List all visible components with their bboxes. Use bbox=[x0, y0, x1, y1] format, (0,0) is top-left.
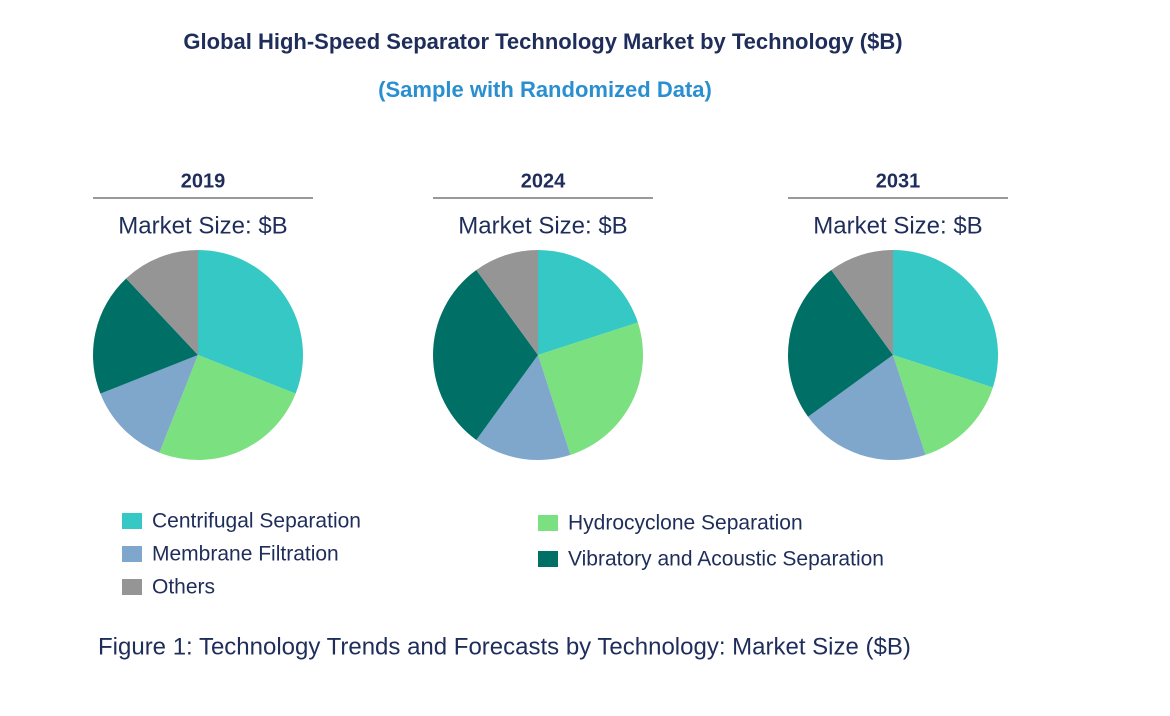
pie-slice bbox=[433, 270, 538, 440]
pie-slice bbox=[831, 250, 893, 355]
pie-slice bbox=[198, 250, 303, 394]
chart-subtitle: (Sample with Randomized Data) bbox=[378, 77, 712, 102]
pie-slice bbox=[893, 355, 993, 455]
legend-label: Vibratory and Acoustic Separation bbox=[568, 548, 884, 571]
legend-swatch bbox=[122, 513, 142, 529]
pie-subtitle: Market Size: $B bbox=[118, 212, 287, 239]
legend-label: Others bbox=[152, 576, 215, 599]
pie-slice bbox=[93, 278, 198, 394]
pie-slice bbox=[893, 250, 999, 388]
legend-swatch bbox=[122, 546, 142, 562]
legend-label: Hydrocyclone Separation bbox=[568, 512, 803, 535]
pie-slice bbox=[538, 322, 643, 455]
pie-slice bbox=[126, 250, 198, 355]
legend-label: Membrane Filtration bbox=[152, 543, 339, 566]
pie-slice bbox=[159, 355, 296, 460]
pie-subtitle: Market Size: $B bbox=[813, 212, 982, 239]
pie-slice bbox=[476, 355, 571, 460]
caption: Figure 1: Technology Trends and Forecast… bbox=[98, 633, 911, 660]
pie-slice bbox=[788, 270, 893, 417]
pie-slice bbox=[476, 250, 538, 355]
pie-subtitle: Market Size: $B bbox=[458, 212, 627, 239]
pie-title: 2019 bbox=[181, 170, 226, 192]
legend-swatch bbox=[538, 551, 558, 567]
chart-title: Global High-Speed Separator Technology M… bbox=[183, 29, 902, 54]
pie-slice bbox=[538, 250, 638, 355]
pie-title: 2024 bbox=[521, 170, 566, 192]
legend-swatch bbox=[538, 515, 558, 531]
legend-swatch bbox=[122, 579, 142, 595]
pie-slice bbox=[808, 355, 926, 460]
pie-slice bbox=[100, 355, 198, 453]
legend-label: Centrifugal Separation bbox=[152, 510, 361, 533]
pie-title: 2031 bbox=[876, 170, 921, 192]
